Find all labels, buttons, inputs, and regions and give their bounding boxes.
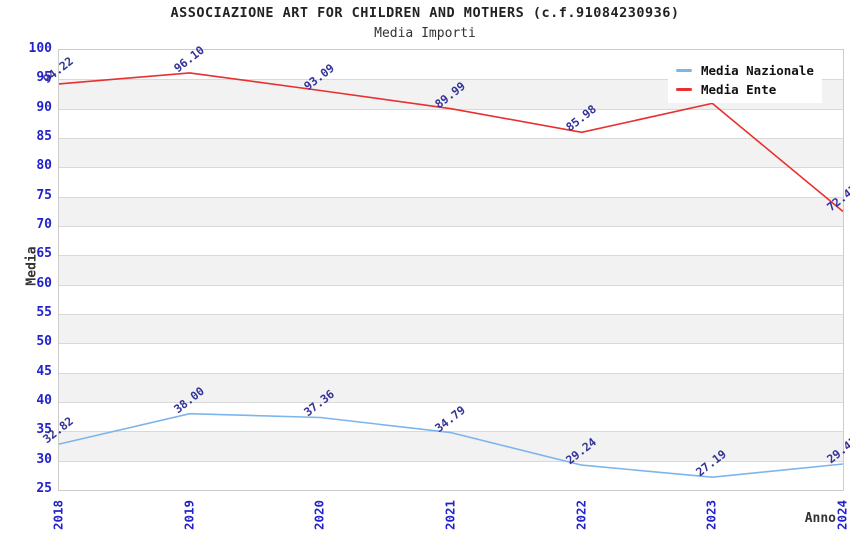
gridline [59, 138, 843, 139]
plot-band [59, 431, 843, 461]
gridline [59, 79, 843, 81]
y-tick-label: 90 [36, 99, 52, 115]
plot-band [59, 108, 843, 138]
series-line-media-nazionale [58, 412, 844, 479]
gridline [59, 314, 843, 315]
plot-band [59, 284, 843, 314]
y-tick-label: 95 [36, 70, 52, 86]
x-tick-label: 2023 [703, 499, 719, 531]
gridline [59, 402, 843, 403]
y-tick-label: 85 [36, 129, 52, 144]
plot-band [59, 226, 843, 256]
y-tick-label: 40 [36, 393, 52, 408]
plot-band [59, 255, 843, 285]
y-tick-label: 80 [36, 158, 52, 174]
chart-title: ASSOCIAZIONE ART FOR CHILDREN AND MOTHER… [170, 5, 680, 21]
x-tick-label: 2024 [834, 499, 850, 531]
x-tick-label: 2018 [50, 499, 66, 531]
y-tick-label: 60 [36, 275, 52, 291]
x-tick-label: 2022 [573, 499, 589, 531]
plot-band [59, 196, 843, 226]
plot-band [59, 138, 843, 168]
legend-item-media-nazionale[interactable]: Media Nazionale [676, 61, 814, 80]
gridline [59, 460, 843, 462]
y-tick-label: 55 [36, 305, 52, 320]
legend-swatch-icon [676, 88, 692, 91]
gridline [59, 196, 843, 198]
legend-item-label: Media Ente [701, 82, 777, 97]
legend-item-media-ente[interactable]: Media Ente [676, 80, 814, 99]
y-tick-label: 65 [36, 246, 52, 262]
plot-band [59, 314, 843, 344]
y-tick-label: 30 [36, 451, 52, 467]
gridline [59, 343, 843, 345]
y-tick-label: 35 [36, 422, 52, 438]
gridline [59, 226, 843, 227]
x-tick-label: 2019 [181, 499, 197, 531]
plot-band [59, 372, 843, 402]
chart-subtitle: Media Importi [374, 26, 476, 41]
legend: Media Nazionale Media Ente [668, 57, 822, 103]
series-lines [58, 72, 844, 479]
series-line-media-ente [58, 72, 844, 213]
gridline [59, 255, 843, 257]
plot-area [58, 49, 844, 491]
plot-band [59, 343, 843, 373]
y-tick-label: 45 [36, 363, 52, 379]
y-tick-label: 25 [36, 481, 52, 496]
plot-band [59, 460, 843, 490]
x-tick-label: 2021 [442, 499, 458, 531]
y-tick-label: 75 [36, 187, 52, 203]
legend-item-label: Media Nazionale [701, 63, 814, 78]
plot-band [59, 402, 843, 432]
x-axis-title: Anno [804, 511, 836, 526]
plot-band [59, 167, 843, 197]
gridline [59, 284, 843, 286]
x-tick-label: 2020 [311, 499, 327, 531]
gridline [59, 167, 843, 169]
y-tick-label: 70 [36, 217, 52, 232]
y-tick-label: 50 [36, 334, 52, 350]
gridline [59, 372, 843, 374]
legend-swatch-icon [676, 69, 692, 72]
y-tick-label: 100 [28, 41, 52, 56]
